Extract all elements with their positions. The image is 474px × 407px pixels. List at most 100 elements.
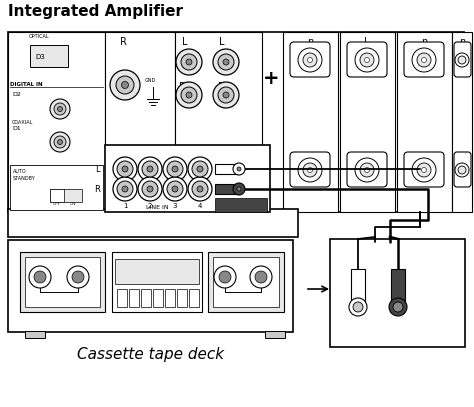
Text: AUDIO: AUDIO <box>380 319 415 329</box>
Text: LINE OUT: LINE OUT <box>229 203 253 208</box>
Bar <box>8 32 464 212</box>
Circle shape <box>389 298 407 316</box>
Circle shape <box>218 54 234 70</box>
Circle shape <box>176 82 202 108</box>
Circle shape <box>122 186 128 192</box>
Bar <box>330 239 465 347</box>
Circle shape <box>163 177 187 201</box>
Circle shape <box>54 136 66 148</box>
Text: OUT: OUT <box>386 330 409 340</box>
Text: ON: ON <box>70 202 76 206</box>
Circle shape <box>455 163 469 177</box>
Bar <box>105 145 270 212</box>
Text: R: R <box>94 184 100 193</box>
Text: 3: 3 <box>173 203 177 209</box>
Bar <box>391 269 405 307</box>
Text: AUTO: AUTO <box>13 169 27 174</box>
Bar <box>117 289 127 307</box>
Text: 2: 2 <box>148 203 152 209</box>
Text: +: + <box>263 70 279 88</box>
Text: R: R <box>179 82 186 92</box>
Circle shape <box>167 181 183 197</box>
FancyBboxPatch shape <box>347 42 387 77</box>
Circle shape <box>147 186 153 192</box>
Circle shape <box>218 87 234 103</box>
Circle shape <box>255 271 267 283</box>
Text: n: n <box>307 37 313 47</box>
Circle shape <box>303 163 317 177</box>
Bar <box>208 252 284 312</box>
Text: GND: GND <box>145 78 155 83</box>
Circle shape <box>360 163 374 177</box>
Circle shape <box>360 53 374 67</box>
Circle shape <box>250 266 272 288</box>
Text: 1: 1 <box>123 203 127 209</box>
Text: L: L <box>339 309 344 318</box>
Bar <box>215 198 267 212</box>
Circle shape <box>186 59 192 65</box>
Circle shape <box>172 166 178 172</box>
Bar <box>283 32 338 212</box>
Circle shape <box>57 107 63 112</box>
Circle shape <box>176 49 202 75</box>
Circle shape <box>303 53 317 67</box>
FancyBboxPatch shape <box>290 152 330 187</box>
Circle shape <box>113 157 137 181</box>
Circle shape <box>349 298 367 316</box>
Text: L: L <box>219 37 225 47</box>
FancyBboxPatch shape <box>347 152 387 187</box>
Circle shape <box>181 54 197 70</box>
Circle shape <box>188 157 212 181</box>
Circle shape <box>223 92 229 98</box>
Bar <box>50 189 64 202</box>
Text: R: R <box>218 82 225 92</box>
Circle shape <box>138 177 162 201</box>
Circle shape <box>412 158 436 182</box>
Circle shape <box>421 57 427 63</box>
Text: L: L <box>364 37 370 47</box>
Circle shape <box>188 177 212 201</box>
Bar <box>129 289 139 307</box>
Bar <box>215 164 239 174</box>
Circle shape <box>122 166 128 172</box>
Text: L: L <box>182 37 188 47</box>
FancyBboxPatch shape <box>404 152 444 187</box>
Text: R: R <box>119 37 127 47</box>
Circle shape <box>223 59 229 65</box>
Text: n: n <box>421 37 427 47</box>
Circle shape <box>117 181 133 197</box>
Circle shape <box>167 161 183 177</box>
Circle shape <box>237 167 241 171</box>
Bar <box>8 32 105 212</box>
Circle shape <box>458 166 466 174</box>
Circle shape <box>142 161 158 177</box>
Text: LINE IN: LINE IN <box>146 205 169 210</box>
Circle shape <box>421 168 427 173</box>
Circle shape <box>138 157 162 181</box>
Circle shape <box>116 76 134 94</box>
Text: DIGITAL IN: DIGITAL IN <box>10 82 43 87</box>
Circle shape <box>365 168 370 173</box>
Bar <box>189 289 199 307</box>
Circle shape <box>192 181 208 197</box>
Circle shape <box>50 132 70 152</box>
Circle shape <box>353 302 363 312</box>
Bar <box>8 209 298 237</box>
Text: D2: D2 <box>12 92 21 97</box>
Bar <box>20 252 105 312</box>
Circle shape <box>213 49 239 75</box>
Circle shape <box>237 187 241 191</box>
Bar <box>50 189 82 202</box>
Text: Integrated Amplifier: Integrated Amplifier <box>8 4 183 19</box>
Text: n: n <box>459 37 465 47</box>
Circle shape <box>29 266 51 288</box>
Text: R: R <box>412 309 418 318</box>
Circle shape <box>233 163 245 175</box>
Circle shape <box>308 168 312 173</box>
Circle shape <box>308 57 312 63</box>
Circle shape <box>172 186 178 192</box>
Circle shape <box>455 53 469 67</box>
Bar <box>8 240 293 332</box>
Circle shape <box>213 82 239 108</box>
Circle shape <box>117 161 133 177</box>
